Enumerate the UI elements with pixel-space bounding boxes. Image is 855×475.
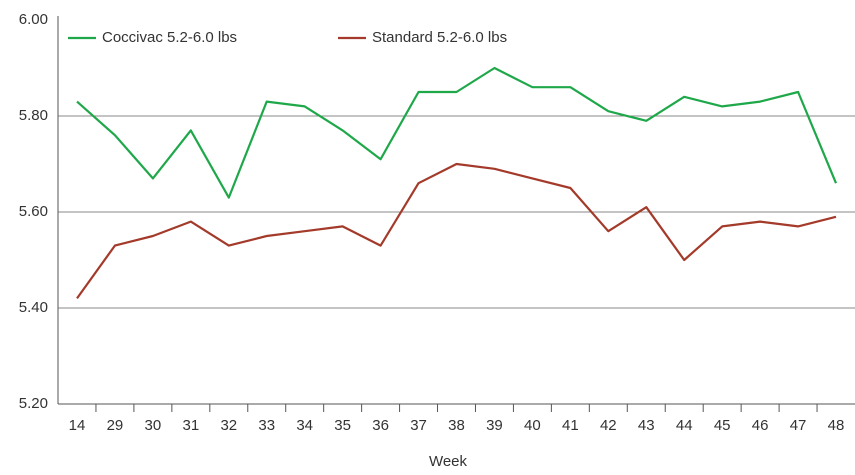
x-tick-label: 31 [182,417,199,434]
y-tick-label: 5.20 [19,395,48,412]
series-line [76,66,838,199]
x-tick-label: 44 [676,417,693,434]
y-tick-label: 5.60 [19,203,48,220]
x-tick-label: 32 [220,417,237,434]
x-tick-label: 29 [107,417,124,434]
x-tick-label: 34 [296,417,313,434]
x-tick-label: 38 [448,417,465,434]
y-tick-label: 5.40 [19,299,48,316]
x-tick-label: 48 [828,417,845,434]
x-tick-label: 40 [524,417,541,434]
x-tick-label: 41 [562,417,579,434]
x-tick-label: 36 [372,417,389,434]
legend-label: Standard 5.2-6.0 lbs [372,29,507,46]
series-line [76,162,837,300]
x-tick-label: 33 [258,417,275,434]
x-tick-label: 35 [334,417,351,434]
x-tick-label: 46 [752,417,769,434]
y-tick-label: 6.00 [19,11,48,28]
x-tick-label: 47 [790,417,807,434]
x-tick-label: 45 [714,417,731,434]
x-tick-label: 30 [145,417,162,434]
x-tick-label: 43 [638,417,655,434]
x-tick-label: 39 [486,417,503,434]
legend-label: Coccivac 5.2-6.0 lbs [102,29,237,46]
x-axis-label: Week [429,453,468,470]
y-tick-label: 5.80 [19,107,48,124]
x-tick-label: 37 [410,417,427,434]
x-tick-label: 14 [69,417,86,434]
x-tick-label: 42 [600,417,617,434]
